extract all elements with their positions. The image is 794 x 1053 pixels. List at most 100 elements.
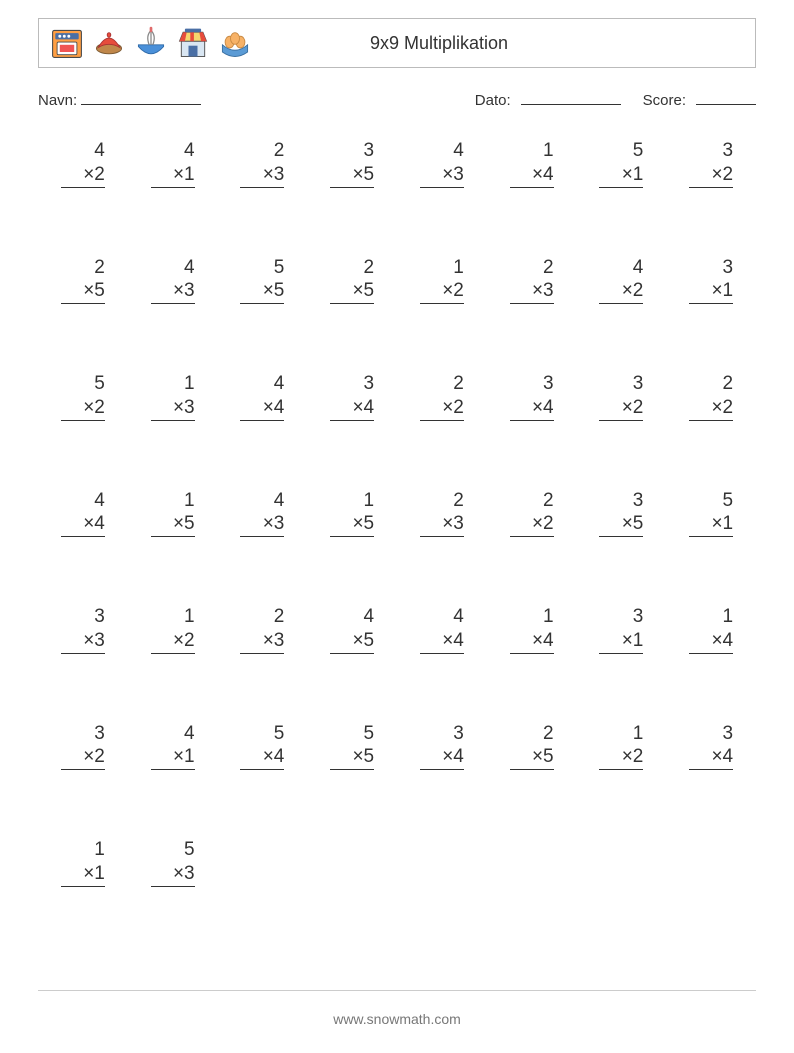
name-label: Navn: <box>38 92 77 109</box>
shop-icon <box>175 25 211 61</box>
multiplication-problem: 4×3 <box>240 489 284 538</box>
multiplier-row: ×4 <box>330 396 374 421</box>
multiplicand: 4 <box>151 256 195 280</box>
score-blank[interactable] <box>696 90 756 105</box>
multiplier-row: ×5 <box>151 512 195 537</box>
multiplicand: 3 <box>599 489 643 513</box>
multiplier-row: ×3 <box>420 512 464 537</box>
multiplication-problem: 2×5 <box>330 256 374 305</box>
multiplier-row: ×2 <box>689 163 733 188</box>
multiplicand: 4 <box>61 489 105 513</box>
multiplication-problem: 4×4 <box>61 489 105 538</box>
multiplicand: 3 <box>599 372 643 396</box>
multiplicand: 5 <box>689 489 733 513</box>
multiplication-problem: 5×4 <box>240 722 284 771</box>
multiplicand: 4 <box>151 722 195 746</box>
multiplication-problem: 4×4 <box>420 605 464 654</box>
multiplier-row: ×2 <box>151 629 195 654</box>
eggs-icon <box>217 25 253 61</box>
multiplication-problem: 1×5 <box>151 489 195 538</box>
multiplication-problem: 3×4 <box>689 722 733 771</box>
name-blank[interactable] <box>81 90 201 105</box>
date-blank[interactable] <box>521 90 621 105</box>
multiplier-row: ×2 <box>599 745 643 770</box>
multiplicand: 1 <box>510 605 554 629</box>
multiplication-problem: 2×2 <box>689 372 733 421</box>
multiplier-row: ×1 <box>689 512 733 537</box>
pie-icon <box>91 25 127 61</box>
multiplier-row: ×2 <box>689 396 733 421</box>
multiplier-row: ×4 <box>510 629 554 654</box>
multiplier-row: ×4 <box>420 745 464 770</box>
multiplication-problem: 4×4 <box>240 372 284 421</box>
multiplication-problem: 3×2 <box>599 372 643 421</box>
multiplication-problem: 1×5 <box>330 489 374 538</box>
multiplicand: 1 <box>151 605 195 629</box>
multiplication-problem: 4×1 <box>151 722 195 771</box>
multiplier-row: ×1 <box>599 163 643 188</box>
multiplicand: 3 <box>599 605 643 629</box>
multiplication-problem: 4×2 <box>61 139 105 188</box>
multiplicand: 4 <box>420 605 464 629</box>
multiplicand: 5 <box>151 838 195 862</box>
multiplicand: 1 <box>689 605 733 629</box>
multiplier-row: ×3 <box>151 862 195 887</box>
multiplier-row: ×4 <box>689 745 733 770</box>
multiplicand: 2 <box>510 256 554 280</box>
multiplicand: 3 <box>61 605 105 629</box>
header-box: 9x9 Multiplikation <box>38 18 756 68</box>
multiplier-row: ×3 <box>240 629 284 654</box>
multiplier-row: ×5 <box>61 279 105 304</box>
multiplier-row: ×2 <box>420 396 464 421</box>
multiplicand: 1 <box>420 256 464 280</box>
multiplier-row: ×4 <box>420 629 464 654</box>
multiplicand: 2 <box>330 256 374 280</box>
multiplicand: 2 <box>510 722 554 746</box>
multiplier-row: ×5 <box>240 279 284 304</box>
multiplicand: 2 <box>510 489 554 513</box>
multiplication-problem: 5×2 <box>61 372 105 421</box>
multiplicand: 4 <box>420 139 464 163</box>
footer-text: www.snowmath.com <box>0 1011 794 1027</box>
multiplier-row: ×5 <box>599 512 643 537</box>
multiplication-problem: 5×3 <box>151 838 195 887</box>
multiplication-problem: 2×5 <box>61 256 105 305</box>
multiplier-row: ×5 <box>330 629 374 654</box>
multiplication-problem: 4×1 <box>151 139 195 188</box>
multiplier-row: ×3 <box>61 629 105 654</box>
multiplier-row: ×2 <box>420 279 464 304</box>
multiplicand: 1 <box>599 722 643 746</box>
multiplication-problem: 3×5 <box>599 489 643 538</box>
multiplier-row: ×3 <box>151 396 195 421</box>
multiplicand: 3 <box>510 372 554 396</box>
header-icons <box>49 25 253 61</box>
multiplicand: 2 <box>240 139 284 163</box>
multiplicand: 5 <box>330 722 374 746</box>
multiplier-row: ×4 <box>240 745 284 770</box>
multiplication-problem: 2×3 <box>240 139 284 188</box>
multiplication-problem: 3×1 <box>599 605 643 654</box>
multiplication-problem: 5×5 <box>330 722 374 771</box>
multiplicand: 1 <box>61 838 105 862</box>
multiplicand: 3 <box>330 372 374 396</box>
multiplicand: 2 <box>689 372 733 396</box>
multiplication-problem: 5×1 <box>599 139 643 188</box>
multiplicand: 4 <box>599 256 643 280</box>
multiplication-problem: 3×2 <box>61 722 105 771</box>
multiplier-row: ×4 <box>510 163 554 188</box>
multiplicand: 4 <box>151 139 195 163</box>
multiplier-row: ×3 <box>151 279 195 304</box>
multiplier-row: ×2 <box>61 163 105 188</box>
multiplicand: 5 <box>599 139 643 163</box>
multiplicand: 5 <box>61 372 105 396</box>
multiplier-row: ×2 <box>61 745 105 770</box>
multiplication-problem: 4×3 <box>151 256 195 305</box>
oven-icon <box>49 25 85 61</box>
multiplicand: 5 <box>240 722 284 746</box>
multiplier-row: ×5 <box>330 163 374 188</box>
multiplier-row: ×2 <box>599 279 643 304</box>
multiplication-problem: 2×3 <box>510 256 554 305</box>
multiplication-problem: 1×1 <box>61 838 105 887</box>
multiplier-row: ×1 <box>151 745 195 770</box>
multiplier-row: ×3 <box>240 512 284 537</box>
